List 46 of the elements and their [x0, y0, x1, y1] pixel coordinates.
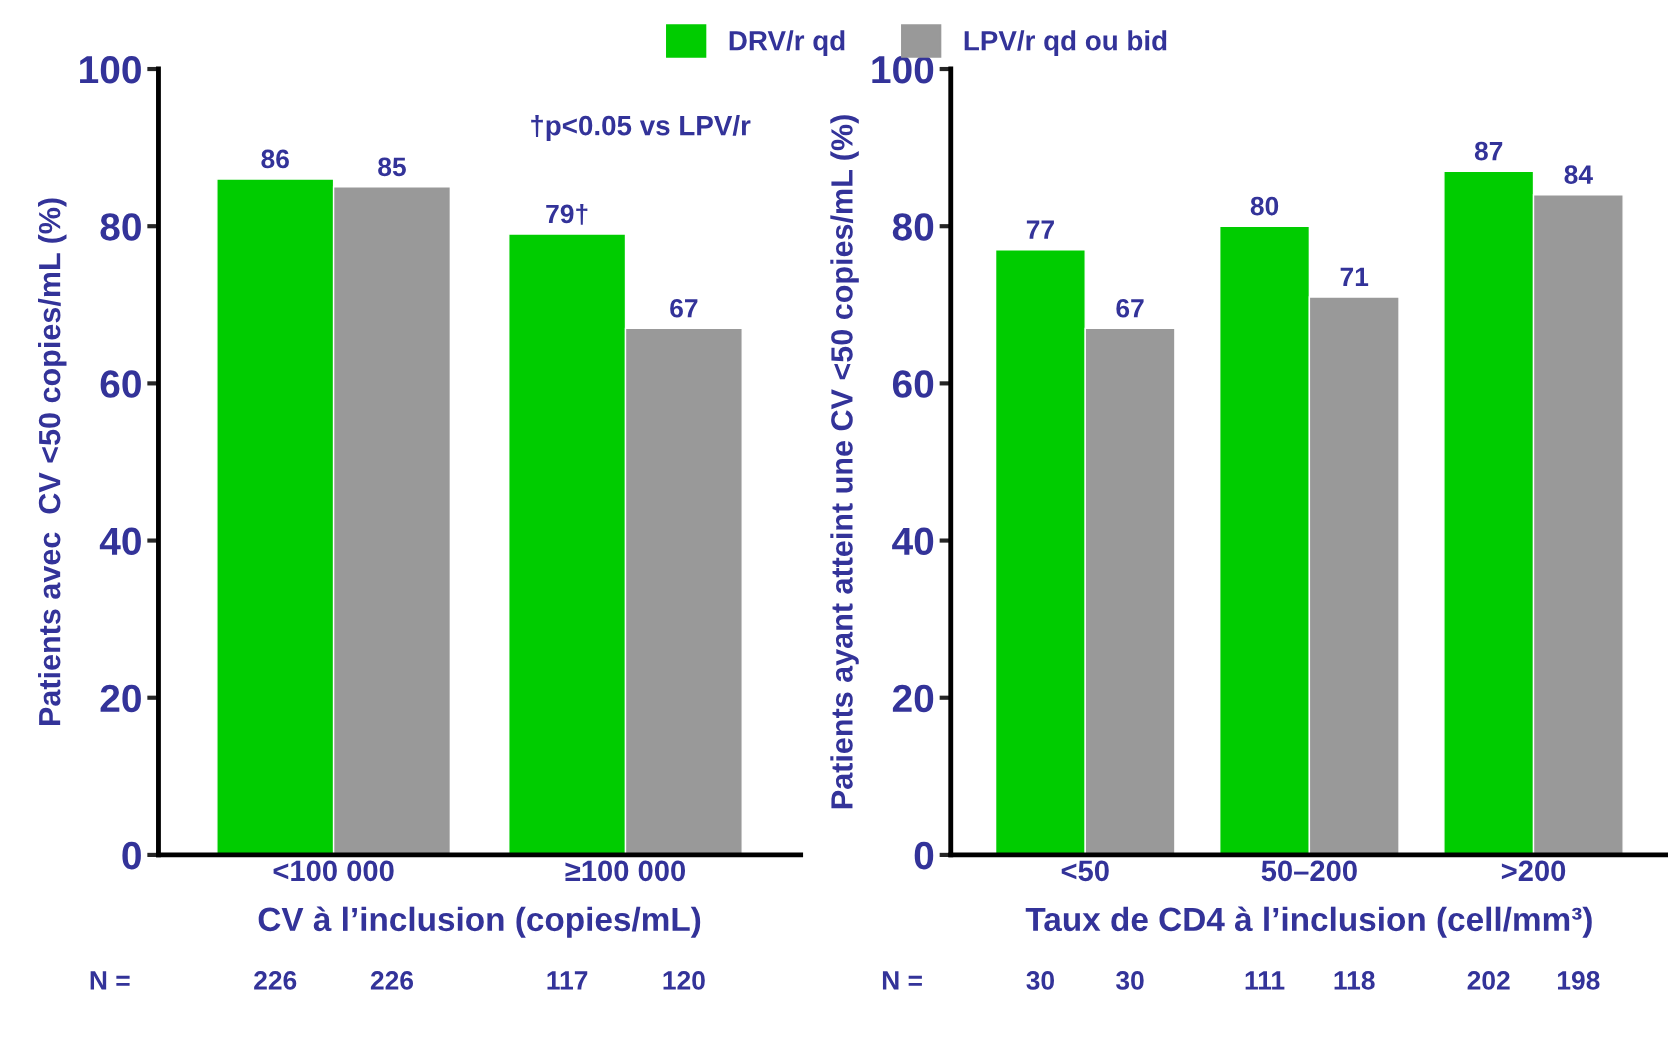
y-tick-label: 20	[892, 684, 934, 713]
y-tick-label: 40	[99, 527, 141, 556]
data-label: 67	[670, 298, 698, 318]
y-axis-title: Patients avec CV <50 copies/mL (%)	[38, 198, 67, 725]
data-label: 85	[378, 157, 406, 177]
text: 117	[547, 971, 588, 990]
x-axis-title: CV à l’inclusion (copies/mL)	[258, 906, 701, 938]
text: 226	[370, 971, 414, 990]
x-axis-title: Taux de CD4 à l’inclusion (cell/mm³)	[1025, 906, 1592, 938]
y-tick-label: 60	[892, 370, 934, 398]
text: 118	[1334, 971, 1375, 990]
y-tick-label: 80	[892, 213, 934, 241]
text: 198	[1557, 971, 1600, 990]
y-tick-label: 80	[100, 213, 141, 241]
text: 202	[1467, 971, 1510, 990]
y-tick-label: 100	[80, 55, 141, 84]
text: 30	[1116, 971, 1144, 990]
text: N =	[882, 971, 922, 990]
y-tick-label: 100	[872, 55, 934, 84]
x-tick-label: <50	[1061, 860, 1109, 882]
y-tick-label: 0	[914, 841, 934, 870]
text: 120	[663, 971, 705, 990]
data-label: 71	[1340, 267, 1369, 286]
y-tick-label: 40	[892, 527, 934, 556]
text: 226	[254, 971, 297, 990]
y-tick-label: 60	[100, 370, 141, 398]
text: N =	[90, 971, 130, 990]
data-label: 84	[1564, 165, 1593, 184]
data-label: 87	[1474, 141, 1503, 161]
y-tick-label: 20	[100, 684, 141, 713]
x-tick-label: 50–200	[1261, 860, 1357, 882]
annotation: †p<0.05 vs LPV/r	[531, 115, 751, 141]
x-tick-label: ≥100 000	[565, 860, 686, 882]
data-label: 79†	[546, 203, 588, 225]
x-tick-label: <100 000	[273, 860, 394, 882]
y-axis-title: Patients ayant atteint une CV <50 copies/mL (%)	[830, 115, 859, 809]
data-label: 86	[261, 149, 289, 169]
y-tick-label: 0	[122, 841, 141, 870]
data-label: 67	[1116, 298, 1144, 318]
text: 111	[1245, 971, 1285, 990]
x-tick-label: >200	[1501, 860, 1566, 882]
data-label: 80	[1250, 196, 1279, 216]
legend-label: DRV/r qd	[729, 30, 845, 57]
data-label: 77	[1026, 220, 1054, 239]
text: 30	[1026, 971, 1055, 990]
legend-label: LPV/r qd ou bid	[964, 30, 1167, 57]
